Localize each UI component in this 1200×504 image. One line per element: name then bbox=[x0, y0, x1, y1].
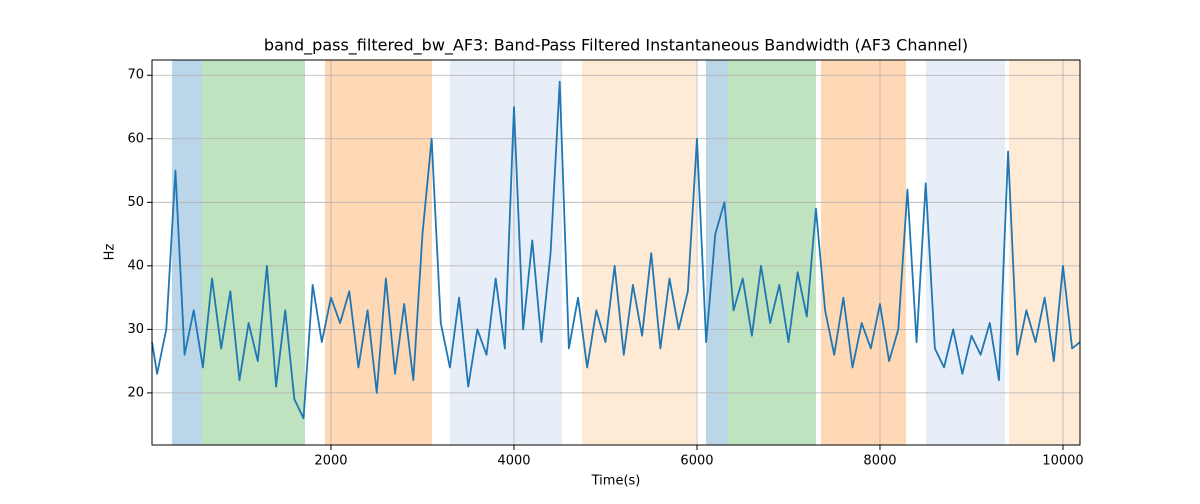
x-axis-label: Time(s) bbox=[591, 474, 641, 489]
shaded-span bbox=[727, 60, 817, 445]
grid bbox=[152, 60, 1080, 445]
shaded-span bbox=[926, 60, 1005, 445]
data-line bbox=[151, 80, 1081, 420]
y-tick-label: 50 bbox=[127, 195, 144, 210]
y-tick-label: 70 bbox=[127, 68, 144, 83]
shaded-span bbox=[820, 60, 906, 445]
x-tick-label: 10000 bbox=[1042, 454, 1083, 469]
y-axis-label: Hz bbox=[103, 244, 118, 261]
y-tick-label: 60 bbox=[127, 131, 144, 146]
shaded-span bbox=[449, 60, 563, 445]
shaded-span bbox=[1008, 60, 1080, 445]
shaded-span bbox=[581, 60, 696, 445]
axes: 2000 4000 6000 8000 10000 20 30 40 50 60 70 bbox=[127, 59, 1084, 469]
plot-frame bbox=[151, 59, 1081, 446]
shaded-span bbox=[171, 60, 202, 445]
x-tick-label: 4000 bbox=[497, 454, 530, 469]
shaded-span bbox=[705, 60, 728, 445]
x-tick-label: 6000 bbox=[680, 454, 713, 469]
shaded-span bbox=[324, 60, 432, 445]
spans bbox=[171, 60, 1080, 445]
x-tick-label: 2000 bbox=[314, 454, 347, 469]
y-tick-label: 30 bbox=[127, 322, 144, 337]
x-tick-label: 8000 bbox=[863, 454, 896, 469]
y-tick-label: 40 bbox=[127, 258, 144, 273]
chart-title: band_pass_filtered_bw_AF3: Band-Pass Fil… bbox=[264, 36, 968, 56]
lines bbox=[151, 80, 1081, 420]
shaded-span bbox=[201, 60, 305, 445]
y-tick-label: 20 bbox=[127, 385, 144, 400]
